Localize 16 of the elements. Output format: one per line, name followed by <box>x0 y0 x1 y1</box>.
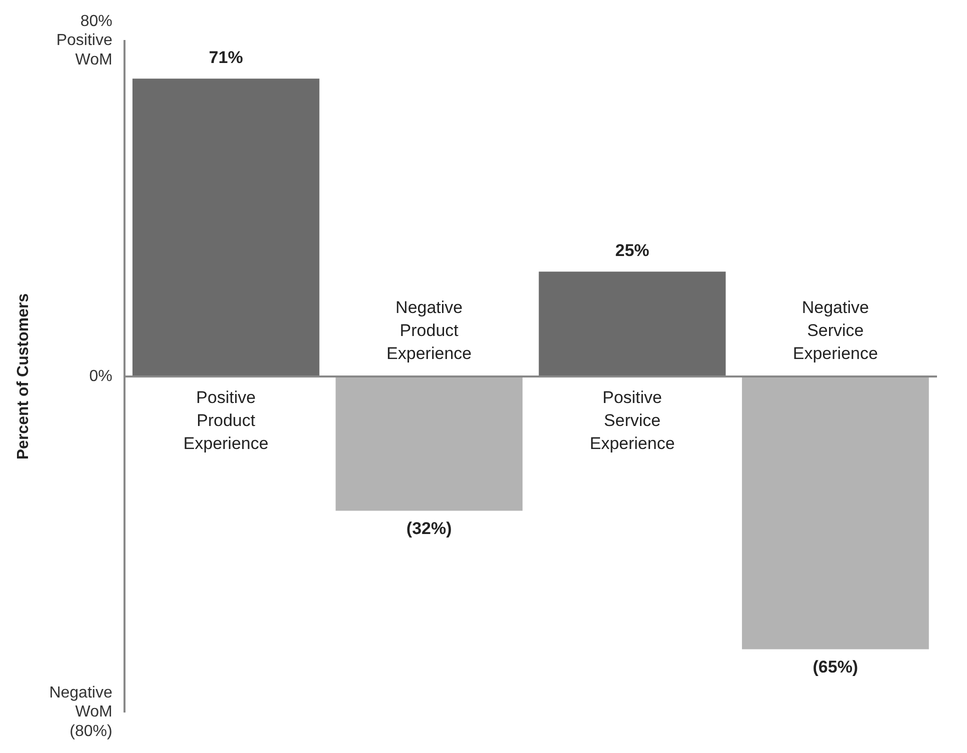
data-label: (32%) <box>406 518 452 538</box>
y-tick-label: 80% Positive WoM <box>56 13 112 68</box>
y-tick-label: Negative WoM (80%) <box>49 684 112 740</box>
data-label: 25% <box>615 240 650 260</box>
x-tick-label: Positive Product Experience <box>183 388 268 454</box>
data-label: (65%) <box>812 657 858 676</box>
y-tick-label: 0% <box>89 368 112 385</box>
bar <box>538 272 726 376</box>
data-label: 71% <box>208 48 243 67</box>
x-tick-label: Negative Product Experience <box>386 298 472 364</box>
bar <box>742 376 929 650</box>
bar <box>132 78 320 376</box>
x-tick-label: Negative Service Experience <box>792 298 878 364</box>
x-tick-label: Positive Service Experience <box>590 388 675 454</box>
bar <box>336 376 523 511</box>
y-axis-title: Percent of Customers <box>15 293 32 460</box>
